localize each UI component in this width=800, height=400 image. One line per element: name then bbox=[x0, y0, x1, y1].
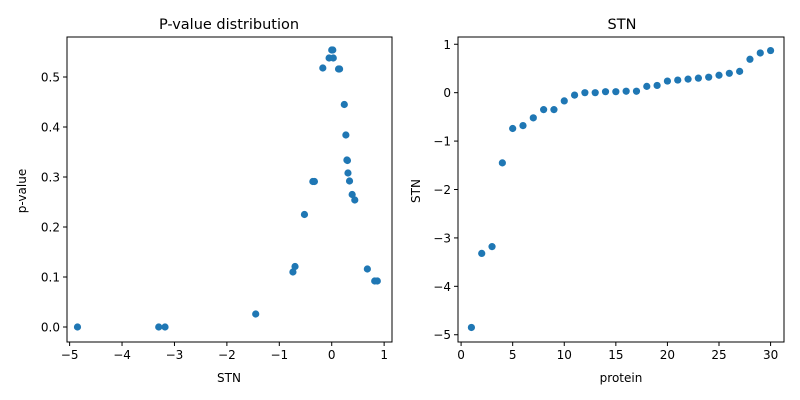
data-point bbox=[591, 89, 599, 97]
x-axis-label: protein bbox=[600, 371, 643, 385]
data-point bbox=[653, 81, 661, 90]
y-tick-label: 1 bbox=[443, 38, 451, 52]
data-point bbox=[766, 46, 775, 55]
data-point bbox=[663, 77, 672, 85]
data-point bbox=[560, 97, 568, 105]
data-point bbox=[252, 310, 260, 318]
stn-panel: STN protein STN 0 5 10 15 20 25 30 −5 −4 −3 −2 −1 0 1 bbox=[409, 17, 785, 385]
data-point bbox=[550, 106, 558, 114]
x-tick-label: −1 bbox=[270, 348, 288, 362]
y-axis-label: p-value bbox=[15, 169, 29, 213]
y-tick-label: 0.3 bbox=[41, 171, 60, 185]
data-point bbox=[674, 76, 682, 84]
data-point bbox=[310, 177, 319, 186]
x-tick-label: −4 bbox=[113, 348, 131, 362]
x-tick-label: 5 bbox=[509, 348, 517, 362]
data-point bbox=[622, 87, 630, 95]
chart-title: P-value distribution bbox=[159, 17, 299, 33]
data-point bbox=[478, 249, 486, 258]
y-tick-label: 0.4 bbox=[41, 121, 60, 135]
data-point bbox=[509, 124, 517, 133]
data-point bbox=[155, 323, 163, 331]
y-tick-label: 0 bbox=[443, 86, 451, 100]
data-point bbox=[705, 73, 713, 81]
data-point bbox=[345, 177, 354, 185]
x-tick-label: −5 bbox=[61, 348, 79, 362]
x-axis-label: STN bbox=[217, 371, 241, 385]
y-tick-label: −3 bbox=[433, 231, 451, 245]
y-tick-label: −5 bbox=[433, 328, 451, 342]
data-point bbox=[343, 156, 352, 165]
axis-ticks: 0 5 10 15 20 25 30 −5 −4 −3 −2 −1 0 1 bbox=[433, 38, 778, 362]
data-points bbox=[73, 46, 381, 331]
data-point bbox=[756, 49, 764, 57]
data-point bbox=[329, 54, 337, 62]
data-point bbox=[351, 196, 359, 204]
x-tick-label: 1 bbox=[380, 348, 388, 362]
data-point bbox=[498, 159, 506, 167]
data-point bbox=[643, 82, 651, 90]
data-point bbox=[715, 71, 723, 79]
data-points bbox=[467, 46, 775, 332]
data-point bbox=[725, 69, 733, 77]
data-point bbox=[570, 91, 579, 99]
x-tick-label: 0 bbox=[457, 348, 465, 362]
pvalue-distribution-panel: P-value distribution STN p-value −5 −4 −3−… bbox=[15, 17, 393, 385]
data-point bbox=[540, 106, 548, 114]
plot-area-frame bbox=[66, 36, 393, 343]
x-tick-label: −2 bbox=[218, 348, 236, 362]
data-point bbox=[488, 243, 496, 251]
data-point bbox=[73, 323, 82, 331]
x-tick-label: 10 bbox=[557, 348, 572, 362]
data-point bbox=[736, 67, 744, 75]
data-point bbox=[300, 210, 309, 219]
y-tick-label: −2 bbox=[433, 183, 451, 197]
data-point bbox=[519, 121, 527, 130]
data-point bbox=[329, 46, 337, 54]
data-point bbox=[694, 74, 702, 82]
y-tick-label: 0.2 bbox=[41, 221, 60, 235]
data-point bbox=[291, 262, 299, 271]
data-point bbox=[344, 169, 352, 177]
x-tick-label: 20 bbox=[660, 348, 675, 362]
data-point bbox=[161, 323, 169, 331]
data-point bbox=[529, 114, 537, 122]
data-point bbox=[342, 131, 350, 139]
y-tick-label: −4 bbox=[433, 280, 451, 294]
y-tick-label: −1 bbox=[433, 135, 451, 149]
x-tick-label: −3 bbox=[166, 348, 184, 362]
y-tick-label: 0.1 bbox=[41, 271, 60, 285]
x-tick-label: 0 bbox=[328, 348, 336, 362]
data-point bbox=[632, 87, 641, 95]
data-point bbox=[467, 323, 476, 332]
axis-ticks: −5 −4 −3 −2 −1 0 1 0.0 0.1 0.2 0.3 0.4 0.5 bbox=[41, 71, 388, 363]
data-point bbox=[289, 268, 297, 276]
y-axis-label: STN bbox=[409, 179, 423, 203]
x-tick-label: 25 bbox=[711, 348, 726, 362]
x-tick-label: 30 bbox=[763, 348, 778, 362]
data-point bbox=[746, 55, 754, 63]
data-point bbox=[319, 64, 327, 72]
data-point bbox=[340, 100, 348, 109]
data-point bbox=[581, 89, 589, 97]
data-point bbox=[601, 88, 610, 96]
data-point bbox=[373, 277, 381, 285]
y-tick-label: 0.5 bbox=[41, 71, 60, 85]
plot-area-frame bbox=[457, 36, 785, 343]
data-point bbox=[684, 75, 692, 83]
data-point bbox=[612, 88, 620, 96]
data-point bbox=[363, 265, 371, 273]
x-tick-label: 15 bbox=[608, 348, 623, 362]
y-tick-label: 0.0 bbox=[41, 321, 60, 335]
data-point bbox=[348, 190, 356, 199]
chart-title: STN bbox=[608, 17, 637, 33]
data-point bbox=[335, 65, 344, 73]
